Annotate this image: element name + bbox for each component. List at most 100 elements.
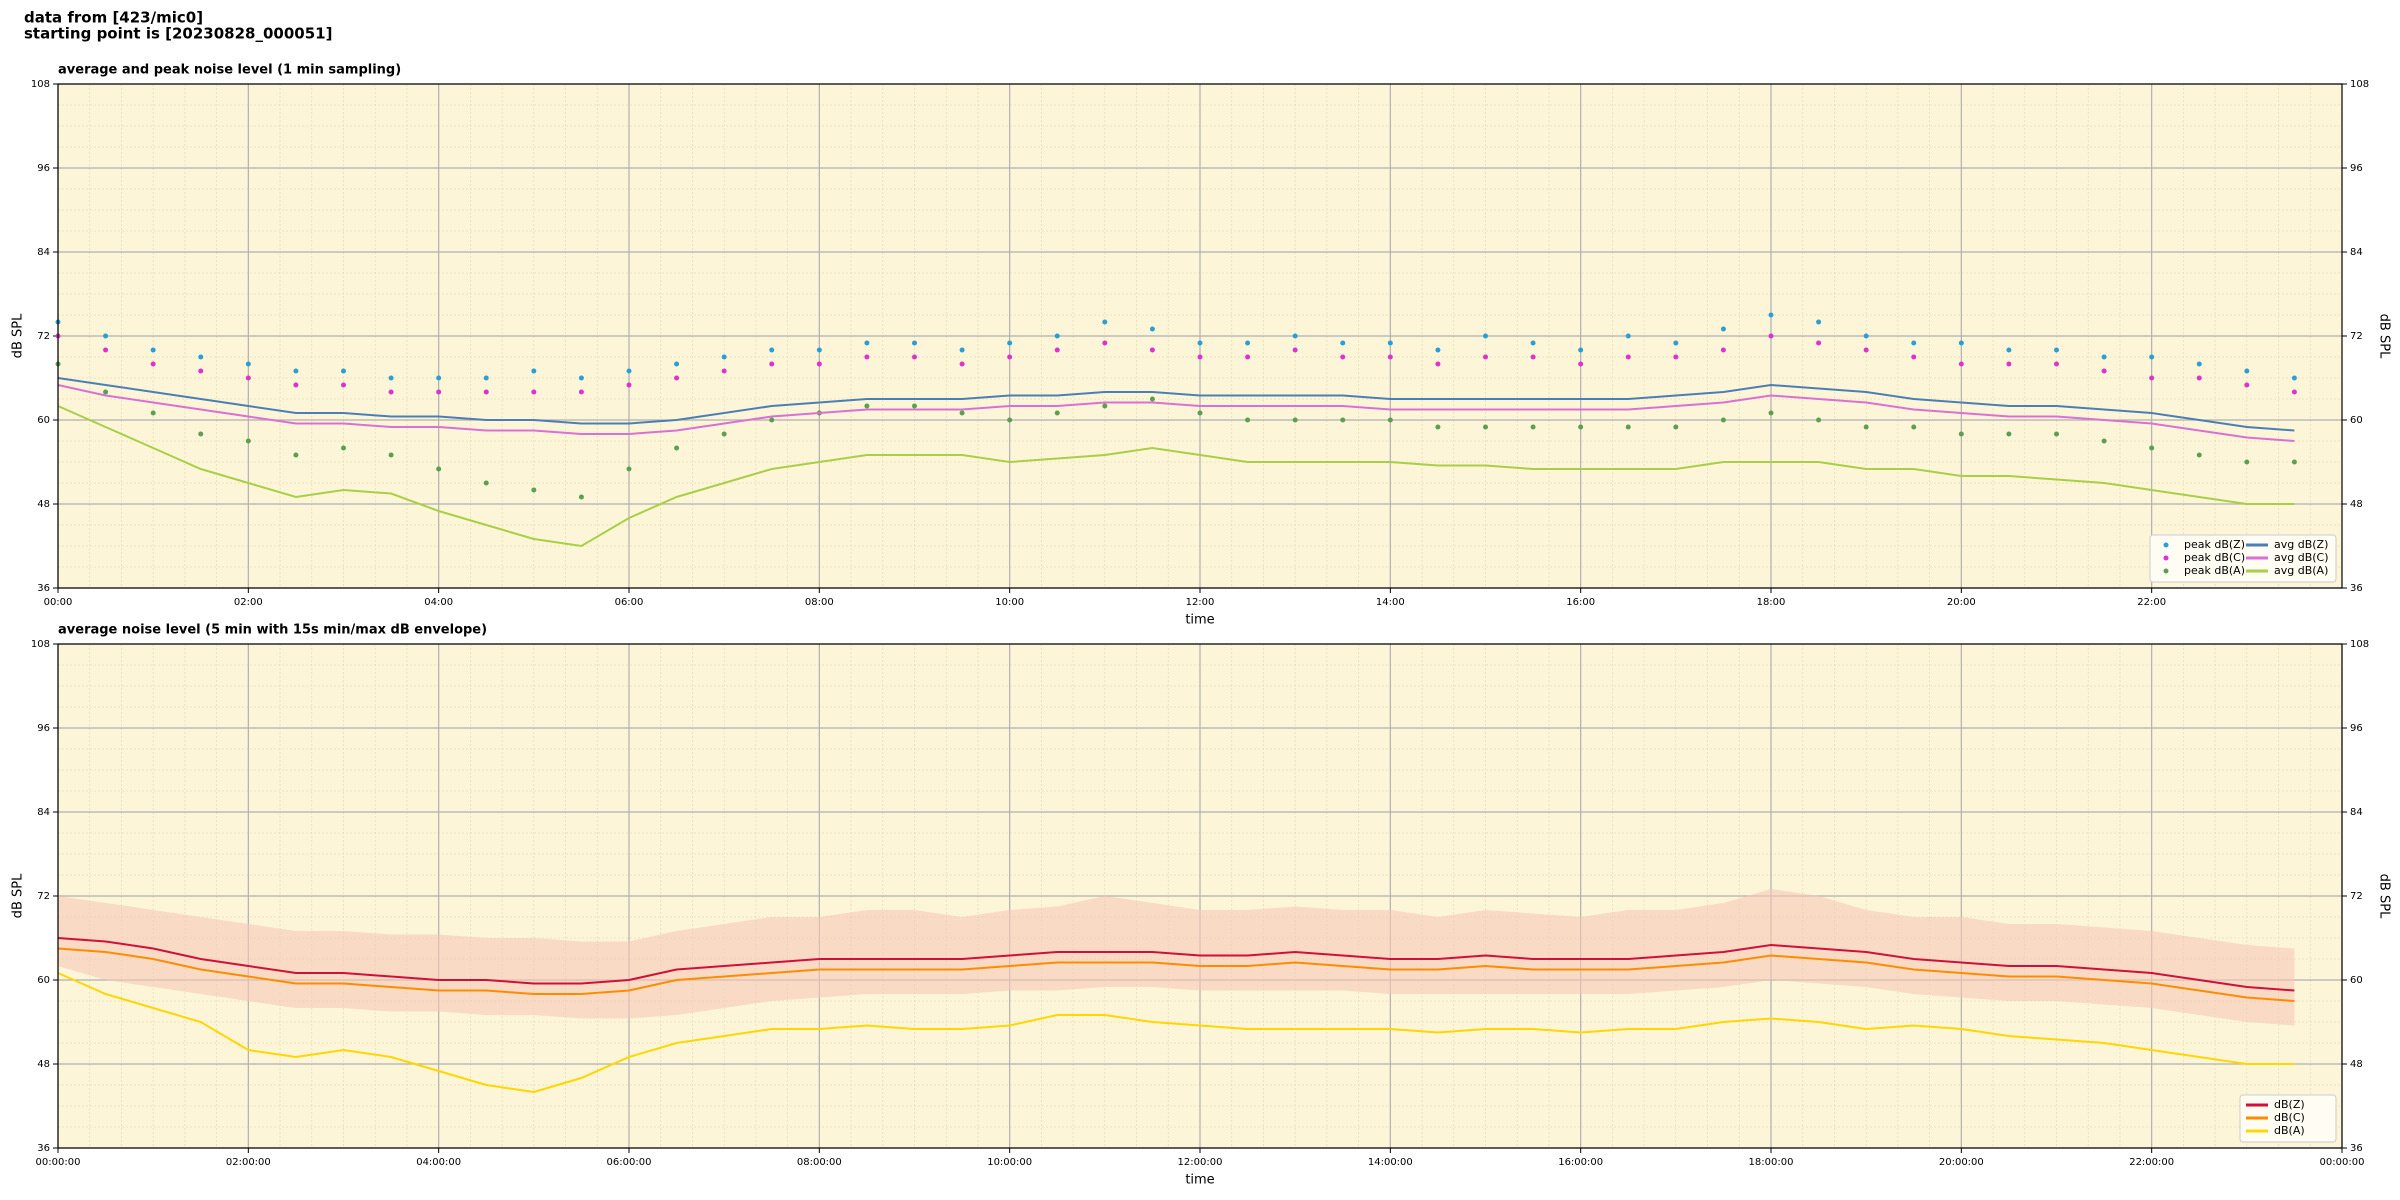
peak-point [1340, 340, 1346, 346]
peak-point [1387, 417, 1393, 423]
peak-point [959, 410, 965, 416]
peak-point [1720, 417, 1726, 423]
legend-marker [2163, 568, 2169, 574]
peak-point [483, 375, 489, 381]
y-tick-label: 84 [2350, 807, 2363, 818]
peak-point [2291, 375, 2297, 381]
peak-point [1958, 431, 1964, 437]
x-tick-label: 00:00:00 [36, 1157, 81, 1168]
x-tick-label: 04:00 [424, 597, 453, 608]
peak-point [1149, 396, 1155, 402]
y-tick-label: 60 [2350, 415, 2363, 426]
y-tick-label: 60 [37, 415, 50, 426]
legend-label: avg dB(C) [2274, 551, 2329, 564]
y-axis-label: dB SPL [11, 313, 26, 358]
plot-frame [57, 83, 2343, 589]
peak-point [1102, 403, 1108, 409]
y-tick-label: 72 [2350, 891, 2363, 902]
x-tick-label: 16:00:00 [1558, 1157, 1603, 1168]
x-tick-label: 02:00 [234, 597, 263, 608]
peak-point [721, 354, 727, 360]
peak-point [864, 354, 870, 360]
peak-point [1911, 354, 1917, 360]
peak-point [1149, 326, 1155, 332]
x-axis-label: time [1185, 1173, 1214, 1188]
peak-point [1435, 361, 1441, 367]
peak-point [2291, 459, 2297, 465]
peak-point [1816, 340, 1822, 346]
peak-point [1483, 424, 1488, 430]
peak-point [1197, 340, 1203, 346]
peak-point [198, 354, 204, 360]
x-tick-label: 04:00:00 [416, 1157, 461, 1168]
peak-point [1578, 424, 1584, 430]
peak-point [388, 375, 394, 381]
peak-point [1340, 354, 1346, 360]
peak-point [2101, 438, 2107, 444]
y-tick-label: 48 [2350, 499, 2363, 510]
y-tick-label: 96 [37, 723, 50, 734]
peak-point [2054, 431, 2059, 437]
x-axis-label: time [1185, 613, 1214, 628]
peak-point [626, 466, 632, 472]
peak-point [531, 368, 537, 374]
peak-point [2196, 452, 2202, 458]
peak-point [2149, 445, 2155, 451]
y-tick-label: 72 [37, 331, 50, 342]
peak-point [245, 361, 251, 367]
peak-point [198, 431, 204, 437]
y-tick-label: 36 [2350, 583, 2363, 594]
peak-point [1863, 424, 1869, 430]
peak-point [1863, 347, 1869, 353]
peak-point [1387, 354, 1393, 360]
legend-label: peak dB(C) [2184, 551, 2245, 564]
peak-point [2244, 368, 2250, 374]
peak-point [150, 361, 156, 367]
y-tick-label: 72 [2350, 331, 2363, 342]
peak-point [293, 452, 299, 458]
peak-point [1863, 333, 1869, 339]
peak-point [959, 347, 965, 353]
peak-point [674, 375, 680, 381]
peak-point [341, 368, 346, 374]
y-tick-label: 108 [2350, 79, 2369, 90]
peak-point [1911, 424, 1917, 430]
peak-point [245, 375, 251, 381]
peak-point [388, 452, 394, 458]
peak-point [483, 480, 489, 486]
legend-marker [2163, 542, 2169, 548]
legend-label: avg dB(Z) [2274, 538, 2328, 551]
peak-point [2244, 459, 2250, 465]
peak-point [1768, 312, 1774, 318]
legend-label: peak dB(A) [2184, 564, 2245, 577]
series-line [57, 972, 2295, 1094]
header-line: starting point is [20230828_000051] [24, 25, 332, 43]
peak-point [578, 375, 584, 381]
peak-point [436, 375, 442, 381]
legend-label: peak dB(Z) [2184, 538, 2245, 551]
peak-point [2149, 354, 2155, 360]
peak-point [103, 333, 109, 339]
series-line [57, 937, 2295, 992]
peak-point [1530, 340, 1536, 346]
peak-point [1768, 410, 1774, 416]
peak-point [721, 368, 727, 374]
peak-point [150, 410, 156, 416]
x-tick-label: 14:00 [1376, 597, 1405, 608]
legend-label: dB(Z) [2274, 1098, 2305, 1111]
peak-point [1483, 354, 1488, 360]
peak-point [626, 382, 632, 388]
y-tick-label: 60 [2350, 975, 2363, 986]
peak-point [626, 368, 632, 374]
peak-point [1911, 340, 1917, 346]
y-tick-label: 96 [2350, 163, 2363, 174]
peak-point [674, 361, 680, 367]
series-line [57, 384, 2295, 442]
peak-point [1720, 347, 1726, 353]
x-tick-label: 06:00 [615, 597, 644, 608]
x-tick-label: 18:00 [1757, 597, 1786, 608]
peak-point [198, 368, 204, 374]
legend-marker [2163, 555, 2169, 561]
peak-point [1816, 417, 1822, 423]
